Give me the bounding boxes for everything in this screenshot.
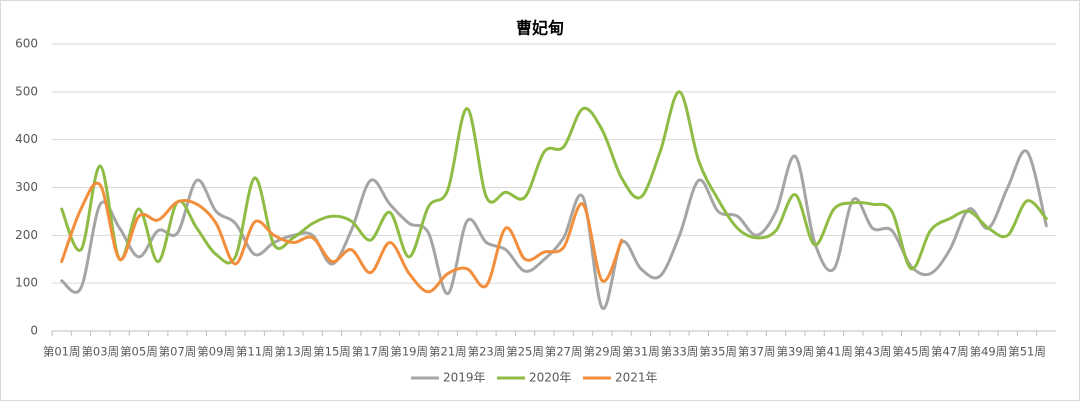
legend-label: 2019年 bbox=[443, 371, 486, 385]
y-tick-label: 300 bbox=[15, 180, 38, 194]
x-tick-label: 第11周 bbox=[236, 345, 274, 359]
y-tick-label: 400 bbox=[15, 132, 38, 146]
legend-label: 2021年 bbox=[615, 371, 658, 385]
x-tick-label: 第45周 bbox=[892, 345, 930, 359]
x-tick-label: 第29周 bbox=[583, 345, 621, 359]
x-tick-label: 第07周 bbox=[159, 345, 197, 359]
y-tick-label: 200 bbox=[15, 228, 38, 242]
x-tick-label: 第51周 bbox=[1008, 345, 1046, 359]
x-tick-label: 第25周 bbox=[506, 345, 544, 359]
y-tick-label: 500 bbox=[15, 84, 38, 98]
series-line bbox=[60, 90, 1048, 271]
x-tick-label: 第17周 bbox=[352, 345, 390, 359]
x-tick-label: 第15周 bbox=[313, 345, 351, 359]
series-line bbox=[60, 149, 1048, 310]
x-tick-label: 第05周 bbox=[120, 345, 158, 359]
x-tick-label: 第27周 bbox=[545, 345, 583, 359]
x-tick-label: 第23周 bbox=[468, 345, 506, 359]
x-tick-label: 第21周 bbox=[429, 345, 467, 359]
x-tick-label: 第19周 bbox=[390, 345, 428, 359]
x-tick-label: 第41周 bbox=[815, 345, 853, 359]
x-tick-label: 第39周 bbox=[777, 345, 815, 359]
x-tick-label: 第43周 bbox=[854, 345, 892, 359]
x-tick-label: 第35周 bbox=[699, 345, 737, 359]
x-tick-label: 第03周 bbox=[81, 345, 119, 359]
x-tick-label: 第37周 bbox=[738, 345, 776, 359]
x-tick-label: 第49周 bbox=[970, 345, 1008, 359]
x-tick-label: 第13周 bbox=[275, 345, 313, 359]
x-tick-label: 第33周 bbox=[661, 345, 699, 359]
series-line bbox=[60, 181, 624, 294]
y-tick-label: 0 bbox=[30, 324, 38, 338]
chart-title: 曹妃甸 bbox=[516, 19, 564, 38]
x-tick-label: 第01周 bbox=[43, 345, 81, 359]
x-tick-label: 第31周 bbox=[622, 345, 660, 359]
x-tick-label: 第09周 bbox=[197, 345, 235, 359]
legend-label: 2020年 bbox=[529, 371, 572, 385]
x-tick-label: 第47周 bbox=[931, 345, 969, 359]
y-tick-label: 100 bbox=[15, 276, 38, 290]
y-tick-label: 600 bbox=[15, 37, 38, 51]
